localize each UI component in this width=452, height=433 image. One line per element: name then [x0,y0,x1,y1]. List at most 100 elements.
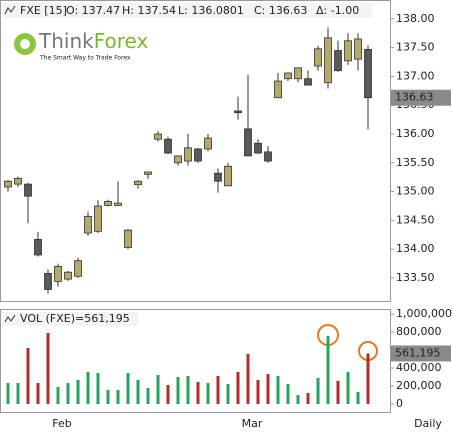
candle-body [134,180,142,186]
volume-bar [126,373,130,404]
candle-body [334,50,342,72]
volume-bar [16,383,20,404]
volume-bar [336,380,340,404]
volume-bar [136,379,140,404]
candle-body [264,151,272,162]
candle-body [4,180,12,188]
logo-tagline: The Smart Way to Trade Forex [39,55,131,62]
symbol: FXE [15] [20,4,67,17]
volume-bar [226,384,230,404]
logo-icon-core [20,39,30,49]
volume-bar [76,379,80,404]
volume-bar [256,379,260,404]
candle-body [244,128,252,157]
volume-title: VOL (FXE)=561,195 [2,312,138,326]
logo: ThinkForex The Smart Way to Trade Forex [14,29,148,62]
candle-body [154,133,162,140]
y-tick-label: 137.50 [396,41,435,54]
volume-bar [346,371,350,404]
candle-body [224,165,232,187]
x-tick-label: Feb [52,417,71,430]
header-icon [4,5,16,15]
volume-bar [266,374,270,404]
candle-body [84,215,92,234]
candle-body [344,40,352,62]
volume-bar [246,353,250,404]
volume-title-bar [2,312,138,326]
volume-title: VOL (FXE)=561,195 [20,312,130,325]
y-tick-label: 136.00 [396,127,435,140]
volume-bar [176,377,180,404]
candle-body [204,137,212,150]
volume-bar [36,383,40,404]
volume-bar [106,389,110,404]
last-price-label: 136.63 [395,91,434,104]
candle-body [74,260,82,277]
y-tick-label: 400,000 [396,361,442,374]
volume-bar [6,383,10,404]
volume-bar [276,376,280,404]
candle-body [164,138,172,154]
candle-body [94,205,102,232]
volume-bar [26,348,30,404]
y-tick-label: 134.00 [396,242,435,255]
change: Δ: -1.00 [316,4,359,17]
candle-body [34,238,42,256]
volume-bar [166,385,170,404]
logo-think: Think [38,29,94,53]
candle-body [284,72,292,80]
volume-bar [56,386,60,404]
volume-bar [86,371,90,404]
candle-body [24,183,32,197]
volume-bar [296,395,300,404]
volume-bar [286,384,290,404]
candle-body [104,200,112,206]
volume-bar [326,335,330,404]
volume-bar [66,383,70,404]
y-tick-label: 1,000,000 [396,307,452,320]
candle-body [194,148,202,162]
x-tick-label: Mar [242,417,263,430]
volume-bar [96,373,100,404]
candle-body [324,37,332,84]
y-tick-label: 0 [396,397,403,410]
open: O: 137.47 [66,4,120,17]
candle-body [314,48,322,67]
volume-bar [206,383,210,404]
candle-body [364,48,372,99]
candle-body [274,80,282,99]
y-tick-label: 137.00 [396,69,435,82]
candle-body [174,155,182,164]
candle-body [214,172,222,182]
candle-body [114,202,122,206]
volume-bar [116,389,120,404]
candle-body [54,266,62,282]
volume-icon [4,314,16,323]
candle-body [354,38,362,60]
x-axis-label: Daily [414,417,442,430]
y-tick-label: 800,000 [396,325,442,338]
candle-body [44,272,52,290]
header-bar [2,3,372,18]
volume-bar [216,376,220,404]
y-tick-label: 135.50 [396,156,435,169]
header: FXE [15] O: 137.47 H: 137.54 L: 136.0801… [2,3,372,18]
logo-brand: ThinkForex [38,29,148,53]
y-tick-label: 133.50 [396,271,435,284]
y-tick-label: 135.00 [396,185,435,198]
candle-body [144,171,152,175]
volume-bar [356,392,360,404]
candle-body [64,271,72,280]
last-price-box [391,89,451,106]
volume-bar [196,382,200,404]
volume-bar [366,353,370,404]
candle-body [294,67,302,80]
y-tick-label: 200,000 [396,379,442,392]
candle-body [234,110,242,114]
close: C: 136.63 [254,4,307,17]
low: L: 136.0801 [178,4,244,17]
volume-bar [46,332,50,404]
volume-bar [316,377,320,404]
volume-bar [156,375,160,404]
